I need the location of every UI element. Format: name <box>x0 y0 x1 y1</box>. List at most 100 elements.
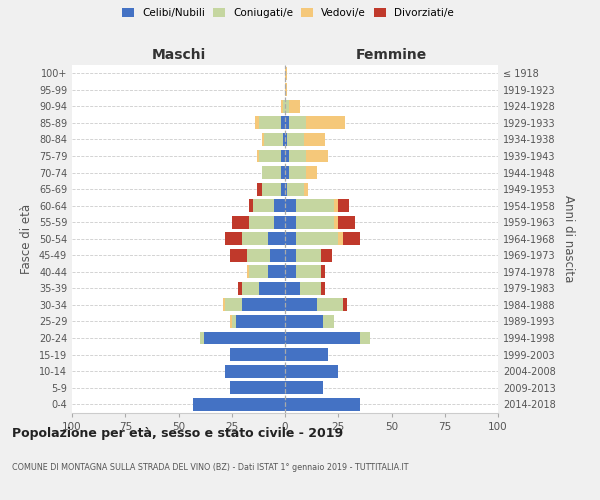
Bar <box>359 332 370 344</box>
Bar <box>281 166 285 179</box>
Bar <box>262 182 281 196</box>
Bar <box>296 249 321 262</box>
Bar <box>321 266 325 278</box>
Bar <box>296 216 334 228</box>
Bar <box>285 298 317 312</box>
Bar <box>230 381 285 394</box>
Bar <box>287 182 304 196</box>
Bar <box>285 133 287 146</box>
Bar <box>259 150 281 162</box>
Bar <box>226 232 242 245</box>
Bar <box>296 266 321 278</box>
Bar <box>270 249 285 262</box>
Bar <box>230 348 285 361</box>
Bar <box>262 133 264 146</box>
Bar <box>236 315 285 328</box>
Bar <box>289 150 307 162</box>
Bar <box>285 84 287 96</box>
Bar <box>343 298 347 312</box>
Text: Popolazione per età, sesso e stato civile - 2019: Popolazione per età, sesso e stato civil… <box>12 428 343 440</box>
Bar <box>232 315 236 328</box>
Bar <box>230 249 247 262</box>
Y-axis label: Anni di nascita: Anni di nascita <box>562 195 575 282</box>
Text: COMUNE DI MONTAGNA SULLA STRADA DEL VINO (BZ) - Dati ISTAT 1° gennaio 2019 - TUT: COMUNE DI MONTAGNA SULLA STRADA DEL VINO… <box>12 462 409 471</box>
Bar <box>285 282 300 295</box>
Legend: Celibi/Nubili, Coniugati/e, Vedovi/e, Divorziati/e: Celibi/Nubili, Coniugati/e, Vedovi/e, Di… <box>119 5 457 21</box>
Bar <box>249 216 274 228</box>
Bar <box>343 232 359 245</box>
Bar <box>242 232 268 245</box>
Bar <box>200 332 204 344</box>
Bar <box>274 199 285 212</box>
Bar <box>321 282 325 295</box>
Bar <box>285 348 328 361</box>
Bar <box>257 182 262 196</box>
Bar <box>264 133 283 146</box>
Bar <box>307 150 328 162</box>
Bar <box>281 182 285 196</box>
Bar <box>289 100 300 113</box>
Bar <box>204 332 285 344</box>
Bar <box>317 298 343 312</box>
Bar <box>249 266 268 278</box>
Bar <box>283 100 285 113</box>
Bar <box>334 199 338 212</box>
Bar <box>304 133 325 146</box>
Bar <box>281 116 285 130</box>
Bar <box>262 166 281 179</box>
Bar <box>296 232 338 245</box>
Bar <box>321 249 332 262</box>
Y-axis label: Fasce di età: Fasce di età <box>20 204 33 274</box>
Bar <box>323 315 334 328</box>
Bar <box>338 216 355 228</box>
Bar <box>249 199 253 212</box>
Bar <box>296 199 334 212</box>
Bar <box>285 216 296 228</box>
Bar <box>238 282 242 295</box>
Bar <box>242 298 285 312</box>
Bar <box>285 381 323 394</box>
Text: Maschi: Maschi <box>151 48 206 62</box>
Bar <box>285 199 296 212</box>
Bar <box>285 67 287 80</box>
Bar <box>247 266 249 278</box>
Bar <box>268 266 285 278</box>
Bar <box>283 133 285 146</box>
Bar <box>338 199 349 212</box>
Bar <box>334 216 338 228</box>
Bar <box>285 232 296 245</box>
Bar <box>285 332 359 344</box>
Bar <box>304 182 308 196</box>
Bar <box>253 199 274 212</box>
Bar <box>259 282 285 295</box>
Bar <box>255 116 259 130</box>
Bar <box>285 150 289 162</box>
Bar <box>242 282 259 295</box>
Bar <box>259 116 281 130</box>
Bar <box>285 249 296 262</box>
Bar <box>285 166 289 179</box>
Bar <box>285 364 338 378</box>
Bar <box>285 315 323 328</box>
Bar <box>281 150 285 162</box>
Bar <box>247 249 270 262</box>
Bar <box>268 232 285 245</box>
Bar <box>274 216 285 228</box>
Bar <box>307 166 317 179</box>
Bar <box>289 116 307 130</box>
Bar <box>300 282 321 295</box>
Bar <box>285 116 289 130</box>
Bar <box>226 298 242 312</box>
Bar <box>281 100 283 113</box>
Text: Femmine: Femmine <box>356 48 427 62</box>
Bar <box>226 364 285 378</box>
Bar <box>223 298 226 312</box>
Bar <box>285 182 287 196</box>
Bar <box>232 216 249 228</box>
Bar <box>338 232 343 245</box>
Bar <box>257 150 259 162</box>
Bar <box>289 166 307 179</box>
Bar <box>285 398 359 410</box>
Bar <box>307 116 344 130</box>
Bar <box>285 266 296 278</box>
